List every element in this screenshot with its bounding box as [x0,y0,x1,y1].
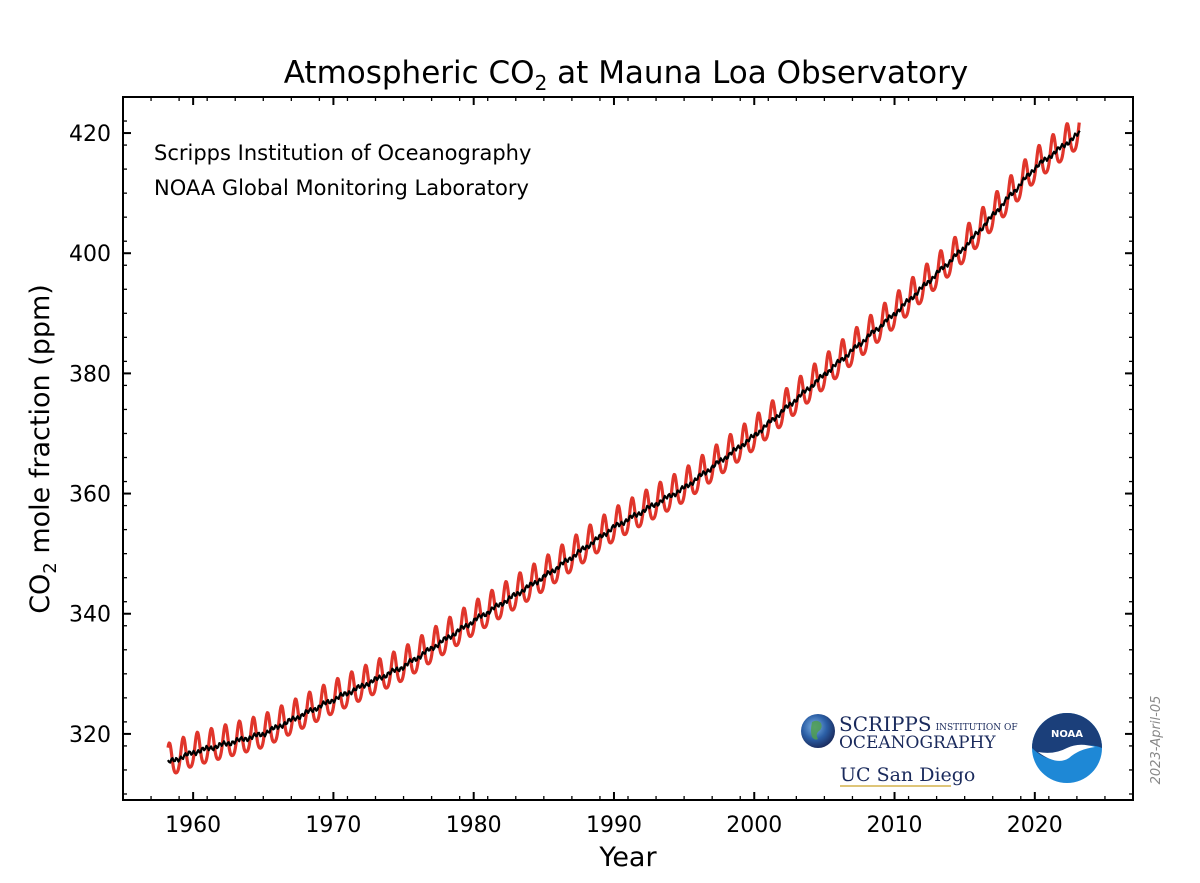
scripps-wordmark: SCRIPPS INSTITUTION OF [839,712,1018,736]
seagull-icon [1038,744,1095,761]
y-tick-label: 380 [69,362,111,387]
noaa-wordmark: NOAA [1051,729,1083,740]
annotation-scripps: Scripps Institution of Oceanography [154,141,531,165]
trend-co2-series [166,130,1081,764]
y-tick-label: 340 [69,603,111,628]
x-axis-label: Year [598,842,657,873]
scripps-logo: SCRIPPS INSTITUTION OF OCEANOGRAPHY UC Sa… [801,712,1018,787]
annotation-noaa: NOAA Global Monitoring Laboratory [154,176,529,200]
x-tick-label: 1960 [165,813,221,838]
date-stamp: 2023-April-05 [1149,696,1164,785]
x-tick-label: 1990 [586,813,642,838]
x-tick-label: 2010 [867,813,923,838]
y-tick-label: 400 [69,242,111,267]
ucsd-wordmark: UC San Diego [840,764,975,786]
noaa-logo: NOAA [1032,713,1102,783]
y-axis-label: CO2 mole fraction (ppm) [25,284,61,614]
oceanography-wordmark: OCEANOGRAPHY [839,733,996,753]
y-tick-label: 420 [69,122,111,147]
y-tick-labels: 320 340 360 380 400 420 [69,122,111,748]
y-tick-label: 320 [69,723,111,748]
x-tick-label: 1970 [305,813,361,838]
plot-frame [122,96,1134,801]
x-tick-label: 1980 [446,813,502,838]
x-tick-label: 2020 [1007,813,1063,838]
chart-title: Atmospheric CO2 at Mauna Loa Observatory [284,55,968,95]
x-tick-labels: 1960 1970 1980 1990 2000 2010 2020 [165,813,1063,838]
monthly-co2-series [166,122,1081,775]
x-tick-label: 2000 [726,813,782,838]
y-tick-label: 360 [69,483,111,508]
axis-ticks [123,97,1133,800]
